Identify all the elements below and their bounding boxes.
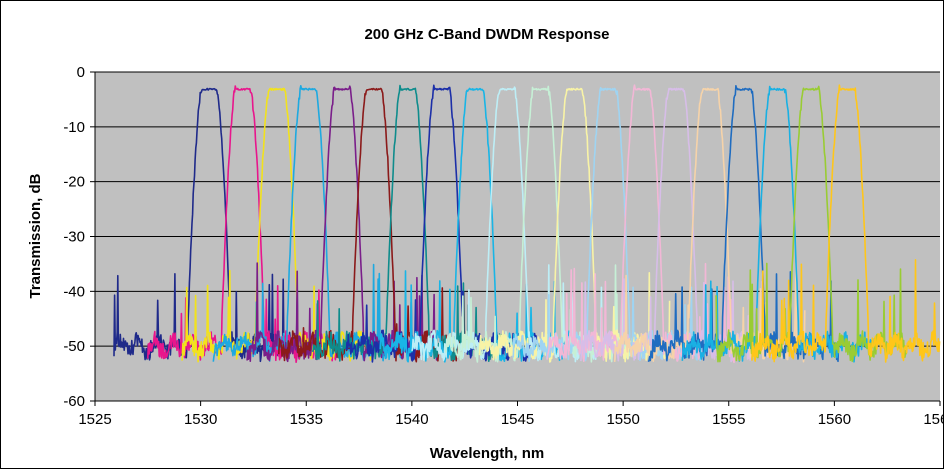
- y-tick-labels: 0 -10 -20 -30 -40 -50 -60: [63, 64, 85, 410]
- series-line-12: [478, 87, 671, 363]
- y-tick-label: -30: [63, 229, 85, 246]
- series-line-13: [512, 86, 705, 363]
- x-tick-label: 1525: [78, 411, 111, 428]
- y-tick-label: -50: [63, 338, 85, 355]
- x-tick-label: 1540: [395, 411, 428, 428]
- series-line-1: [113, 87, 305, 363]
- axes: [90, 71, 941, 406]
- x-tick-label: 1530: [184, 411, 217, 428]
- y-tick-label: -20: [63, 174, 85, 191]
- x-tick-label: 1545: [501, 411, 534, 428]
- x-tick-label: 1550: [606, 411, 639, 428]
- x-tick-label: 1565: [923, 411, 944, 428]
- series-line-20: [751, 84, 941, 363]
- y-tick-label: 0: [77, 64, 85, 81]
- series-line-18: [681, 85, 874, 363]
- x-tick-label: 1555: [712, 411, 745, 428]
- y-tick-label: -10: [63, 119, 85, 136]
- y-tick-label: -60: [63, 393, 85, 410]
- chart-title: 200 GHz C-Band DWDM Response: [364, 26, 609, 43]
- series-line-14: [546, 84, 738, 364]
- y-axis-label: Transmission, dB: [27, 173, 44, 298]
- x-axis-label: Wavelength, nm: [430, 445, 544, 462]
- x-tick-label: 1535: [290, 411, 323, 428]
- series-layer: [113, 84, 941, 364]
- series-line-5: [246, 85, 438, 363]
- x-tick-labels: 1525 1530 1535 1540 1545 1550 1555 1560 1565: [78, 411, 944, 428]
- y-tick-label: -40: [63, 283, 85, 300]
- x-tick-label: 1560: [818, 411, 851, 428]
- series-line-15: [580, 87, 772, 363]
